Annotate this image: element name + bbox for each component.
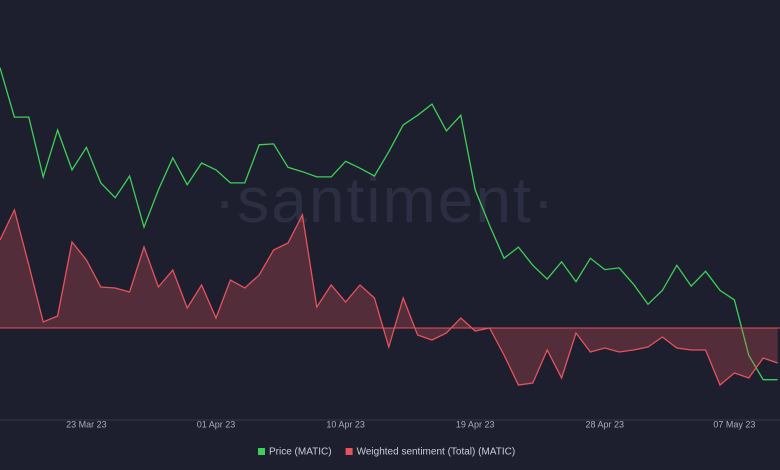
x-tick-label: 07 May 23 <box>713 419 755 429</box>
legend-swatch <box>345 448 353 455</box>
x-tick-label: 10 Apr 23 <box>326 419 365 429</box>
legend: Price (MATIC) Weighted sentiment (Total) … <box>258 447 515 458</box>
series-line <box>0 208 778 387</box>
x-tick-label: 19 Apr 23 <box>456 419 495 429</box>
sentiment-area <box>0 210 778 385</box>
x-tick-label: 28 Apr 23 <box>586 419 625 429</box>
x-tick-label: 01 Apr 23 <box>197 419 236 429</box>
legend-label: Price (MATIC) <box>269 447 332 458</box>
x-tick-label: 23 Mar 23 <box>66 419 107 429</box>
watermark: ·santiment· <box>214 164 556 236</box>
plot: 23 Mar 23 01 Apr 23 10 Apr 23 19 Apr 23 28 A… <box>0 67 780 429</box>
legend-swatch <box>258 448 265 455</box>
legend-label: Weighted sentiment (Total) (MATIC) <box>357 447 516 458</box>
series-line <box>0 67 778 381</box>
